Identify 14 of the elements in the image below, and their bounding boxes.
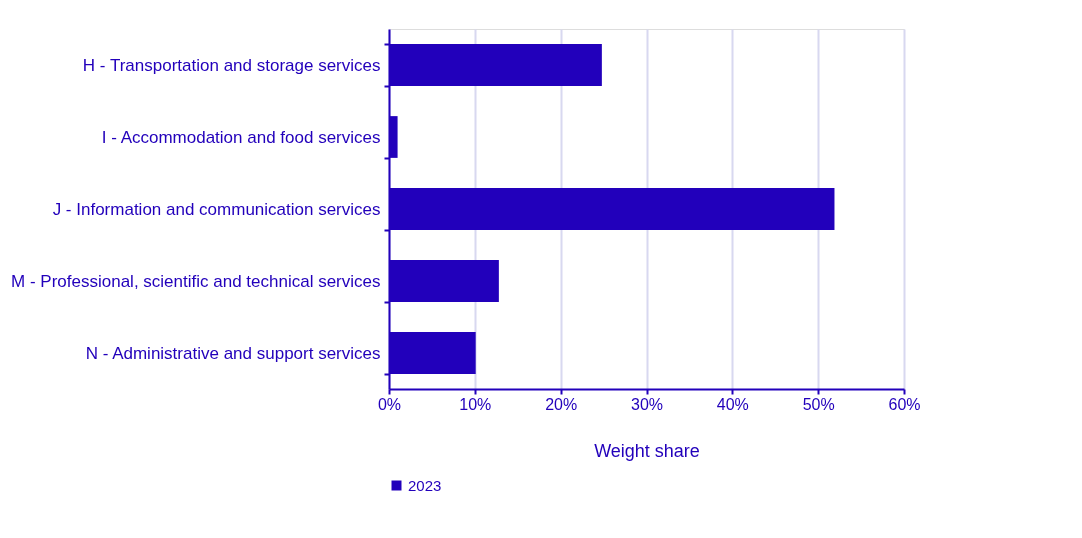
- x-tick-label: 40%: [716, 395, 749, 413]
- y-tick-label: N - Administrative and support services: [85, 343, 381, 363]
- y-tick-label: J - Information and communication services: [52, 199, 381, 219]
- x-tick-label: 30%: [630, 395, 664, 413]
- x-tick-label: 60%: [888, 395, 921, 413]
- y-tick-label: H - Transportation and storage services: [82, 55, 381, 75]
- x-tick-label: 20%: [545, 395, 578, 413]
- y-tick-label: M - Professional, scientific and technical services: [11, 271, 381, 291]
- x-tick-label: 0%: [377, 395, 402, 413]
- x-tick-label: 50%: [802, 395, 835, 413]
- y-tick-label: I - Accommodation and food services: [101, 127, 381, 147]
- x-axis-title: Weight share: [594, 440, 700, 461]
- legend-label: 2023: [408, 476, 442, 494]
- x-tick-label: 10%: [459, 395, 492, 413]
